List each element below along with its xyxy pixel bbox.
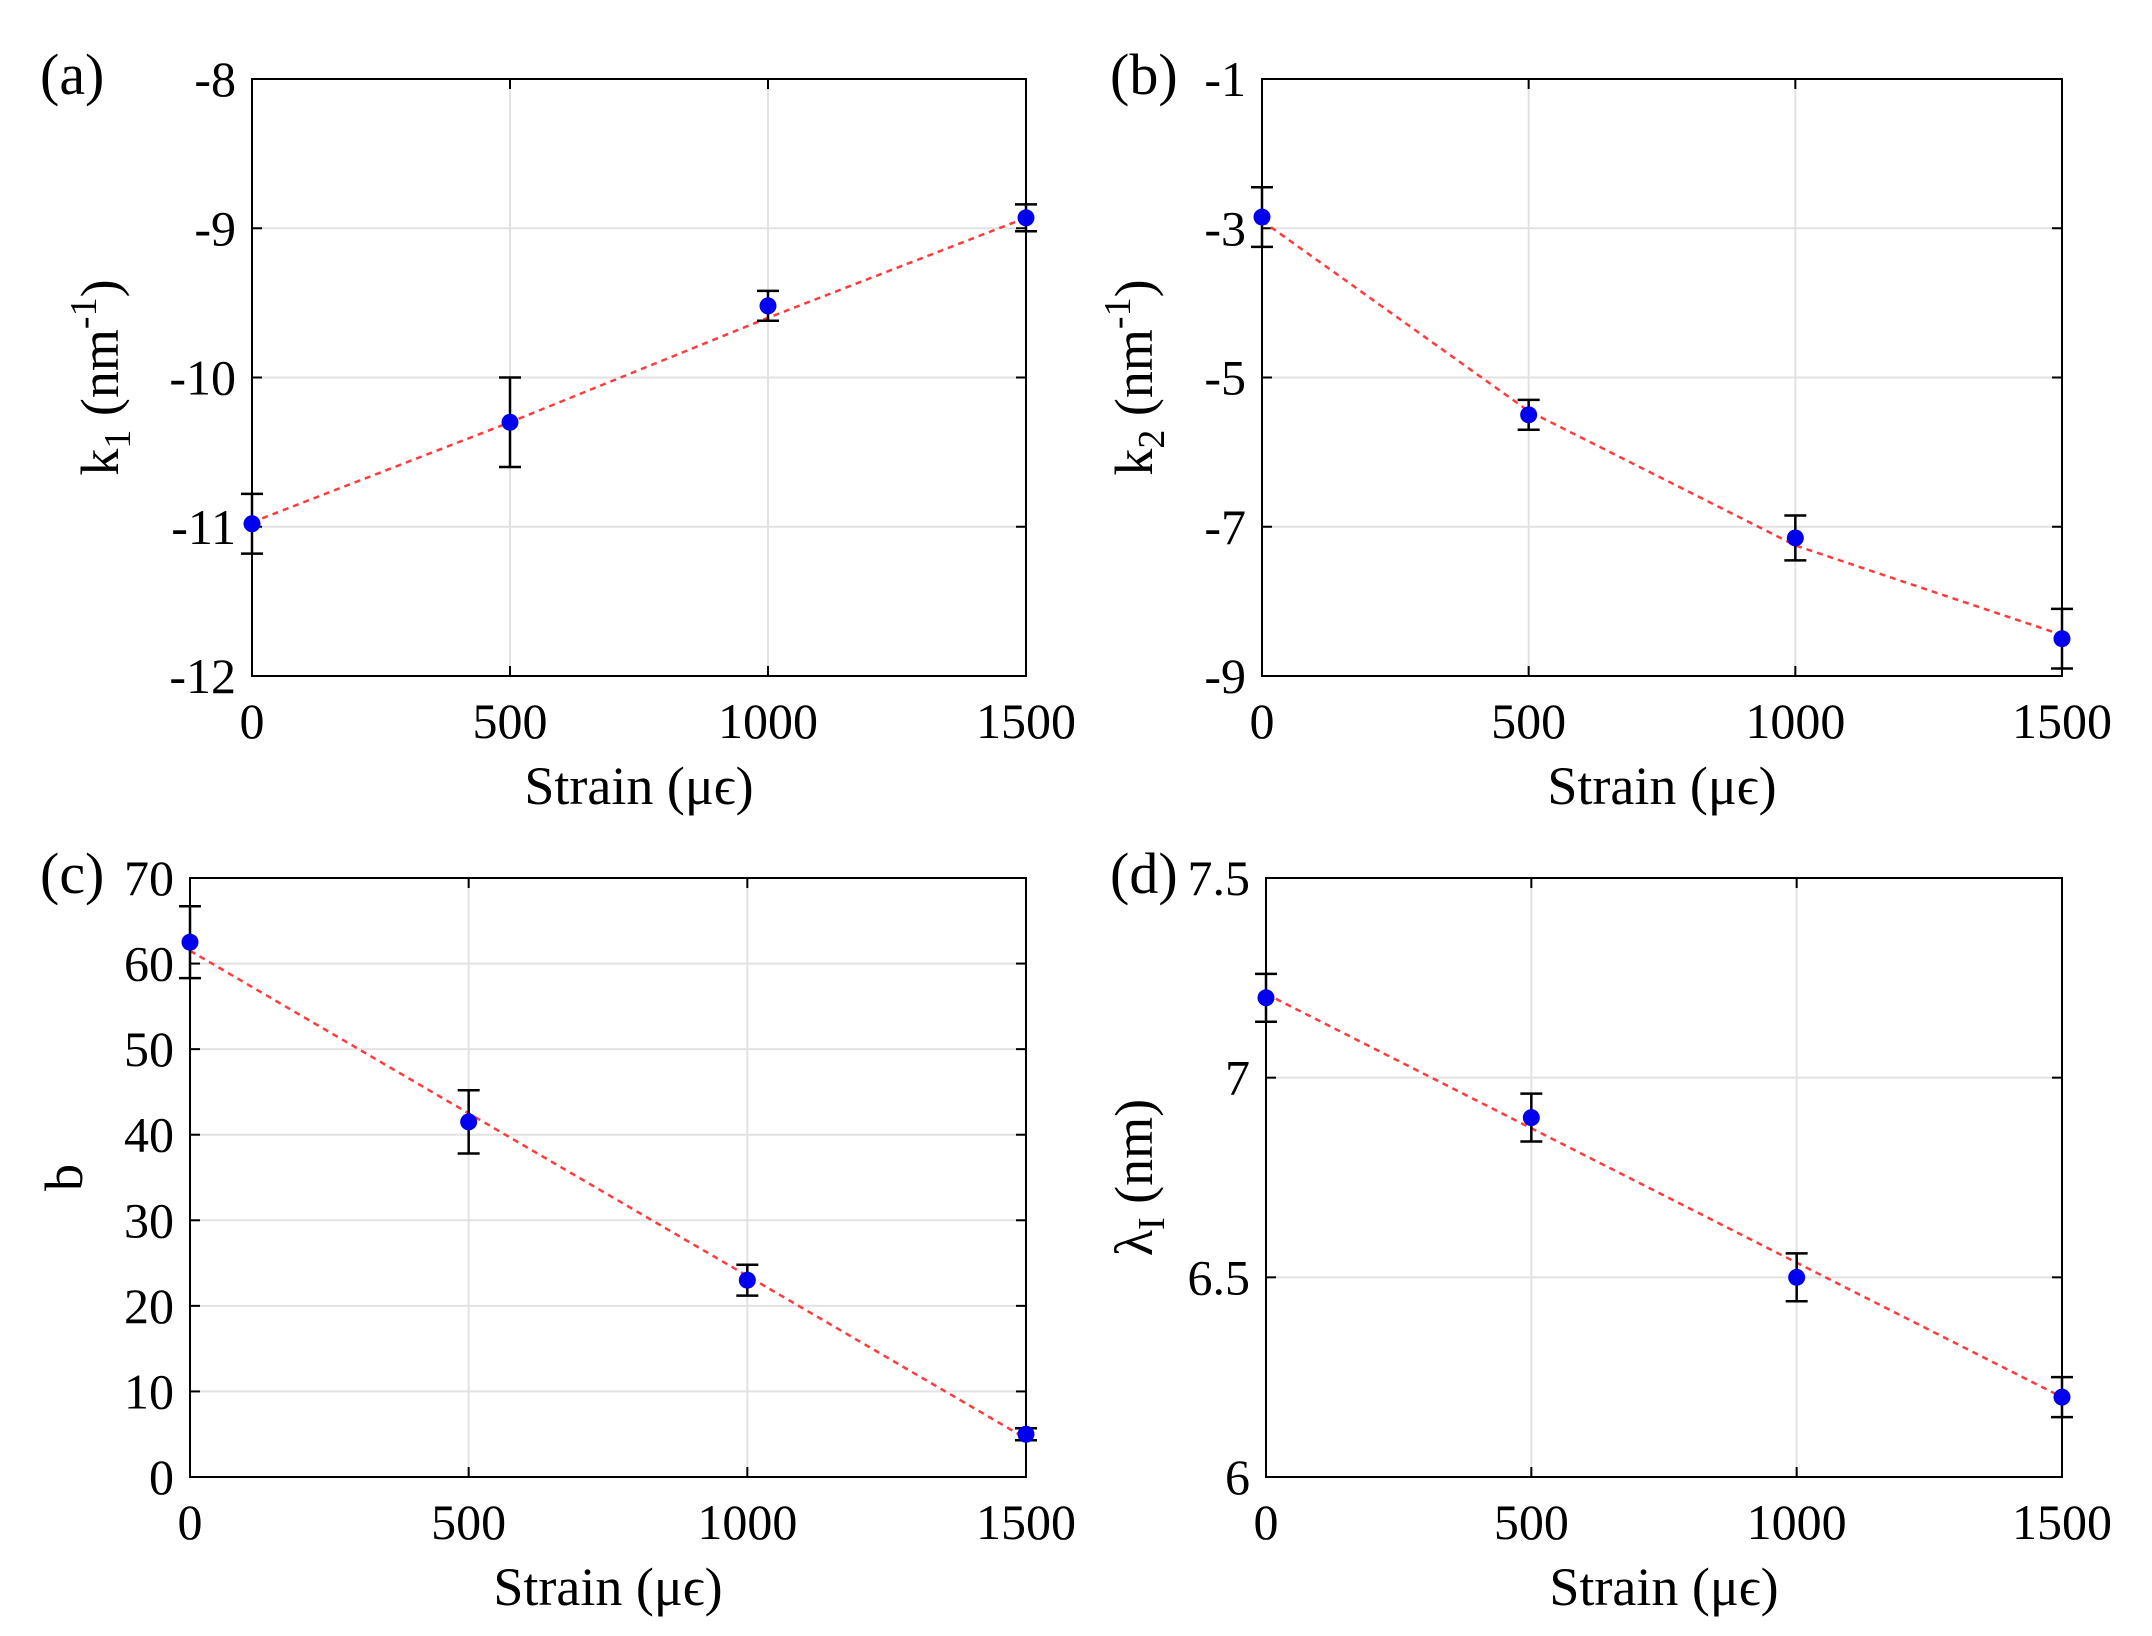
panel-label: (b) bbox=[1110, 42, 1178, 107]
y-tick-label: -10 bbox=[169, 350, 236, 406]
y-tick-label: -12 bbox=[169, 648, 236, 704]
x-axis-label: Strain (μϵ) bbox=[524, 756, 753, 816]
y-tick-label: 40 bbox=[124, 1107, 174, 1163]
y-tick-label: -11 bbox=[171, 499, 236, 555]
x-axis-label: Strain (μϵ) bbox=[1547, 756, 1776, 816]
data-point bbox=[181, 933, 199, 951]
data-point bbox=[501, 413, 519, 431]
data-point bbox=[1253, 208, 1271, 226]
panel-label: (d) bbox=[1110, 841, 1178, 906]
y-axis-label-part: -1 bbox=[63, 297, 105, 329]
x-tick-label: 0 bbox=[178, 1494, 203, 1550]
y-tick-label: 6 bbox=[1225, 1449, 1250, 1505]
y-tick-label: -9 bbox=[1204, 648, 1246, 704]
y-tick-label: 50 bbox=[124, 1021, 174, 1077]
panel-a: 0 500 1000 1500-12-11-10-9-8(a)Strain (μϵ)k… bbox=[40, 42, 1076, 816]
y-tick-label: -8 bbox=[194, 51, 236, 107]
fit-line bbox=[189, 949, 1027, 1440]
data-point bbox=[1017, 1425, 1035, 1443]
panel-c: 0 500 1000 1500 0 10 20 30 40 50 60 70 (c) Strain (μϵ… bbox=[34, 841, 1076, 1617]
fit-line bbox=[251, 216, 1027, 524]
data-point bbox=[460, 1113, 478, 1131]
x-tick-label: 1500 bbox=[2012, 693, 2112, 749]
x-tick-label: 500 bbox=[1491, 693, 1566, 749]
y-axis-label-part: I bbox=[1131, 1217, 1173, 1230]
x-tick-label: 0 bbox=[240, 693, 265, 749]
y-tick-label: 70 bbox=[124, 850, 174, 906]
y-axis-label-part: 1 bbox=[97, 430, 139, 449]
y-tick-label: 20 bbox=[124, 1278, 174, 1334]
y-axis-label-part: λ bbox=[1104, 1230, 1164, 1256]
y-axis-label-part: ) bbox=[70, 279, 130, 297]
y-axis-label-part: k bbox=[70, 449, 130, 476]
y-axis-label-part: b bbox=[34, 1164, 94, 1191]
panel-label: (a) bbox=[40, 42, 104, 107]
x-tick-label: 1000 bbox=[697, 1494, 797, 1550]
x-tick-label: 1000 bbox=[718, 693, 818, 749]
y-axis-label-part: k bbox=[1104, 449, 1164, 476]
y-axis-label: λI (nm) bbox=[1104, 1099, 1173, 1256]
panel-b: 0 500 1000 1500 -9 -7 -5 -3 -1 (b) Strain (μϵ) k2 (… bbox=[1097, 42, 2112, 816]
plot-frame bbox=[1265, 877, 2063, 1478]
y-axis-label: k2 (nm-1) bbox=[1097, 279, 1173, 475]
data-point bbox=[1520, 406, 1538, 424]
y-tick-label: 10 bbox=[124, 1363, 174, 1419]
y-tick-label: -9 bbox=[194, 200, 236, 256]
x-tick-label: 1000 bbox=[1747, 1494, 1847, 1550]
x-tick-label: 1500 bbox=[976, 693, 1076, 749]
data-point bbox=[759, 297, 777, 315]
x-tick-label: 1500 bbox=[976, 1494, 1076, 1550]
y-tick-label: 60 bbox=[124, 936, 174, 992]
y-axis-label-part: (nm bbox=[70, 329, 130, 430]
data-point bbox=[2053, 630, 2071, 648]
fit-line bbox=[1265, 992, 2063, 1399]
y-tick-label: 30 bbox=[124, 1192, 174, 1248]
y-tick-label: 0 bbox=[149, 1449, 174, 1505]
y-tick-label: 6.5 bbox=[1188, 1249, 1251, 1305]
x-axis-label: Strain (μϵ) bbox=[1549, 1557, 1778, 1617]
data-point bbox=[1257, 989, 1275, 1007]
y-axis-label: b bbox=[34, 1164, 94, 1191]
y-axis-label-part: ) bbox=[1104, 279, 1164, 297]
x-tick-label: 500 bbox=[473, 693, 548, 749]
panel-label: (c) bbox=[40, 841, 104, 906]
panel-d: 0 500 1000 1500 6 6.5 7 7.5(d) Strain (μϵ) λI (nm… bbox=[1104, 841, 2112, 1617]
x-tick-label: 500 bbox=[1494, 1494, 1569, 1550]
data-point bbox=[1522, 1109, 1540, 1127]
data-point bbox=[1788, 1268, 1806, 1286]
data-point bbox=[2053, 1388, 2071, 1406]
y-tick-label: -7 bbox=[1204, 499, 1246, 555]
x-tick-label: 500 bbox=[431, 1494, 506, 1550]
data-point bbox=[243, 515, 261, 533]
y-axis-label-part: 2 bbox=[1131, 430, 1173, 449]
fit-line bbox=[1261, 219, 2063, 637]
data-point bbox=[1786, 529, 1804, 547]
y-tick-label: -5 bbox=[1204, 350, 1246, 406]
data-point bbox=[738, 1271, 756, 1289]
x-tick-label: 0 bbox=[1250, 693, 1275, 749]
y-axis-label: k1 (nm-1) bbox=[63, 279, 139, 475]
x-axis-label: Strain (μϵ) bbox=[493, 1557, 722, 1617]
y-tick-label: 7.5 bbox=[1188, 850, 1251, 906]
y-tick-label: 7 bbox=[1225, 1050, 1250, 1106]
y-axis-label-part: -1 bbox=[1097, 297, 1139, 329]
x-tick-label: 1000 bbox=[1745, 693, 1845, 749]
y-tick-label: -3 bbox=[1204, 200, 1246, 256]
y-axis-label-part: (nm) bbox=[1104, 1099, 1164, 1217]
y-tick-label: -1 bbox=[1204, 51, 1246, 107]
y-axis-label-part: (nm bbox=[1104, 329, 1164, 430]
data-point bbox=[1017, 209, 1035, 227]
plot-frame bbox=[189, 877, 1027, 1478]
x-tick-label: 1500 bbox=[2012, 1494, 2112, 1550]
x-tick-label: 0 bbox=[1254, 1494, 1279, 1550]
